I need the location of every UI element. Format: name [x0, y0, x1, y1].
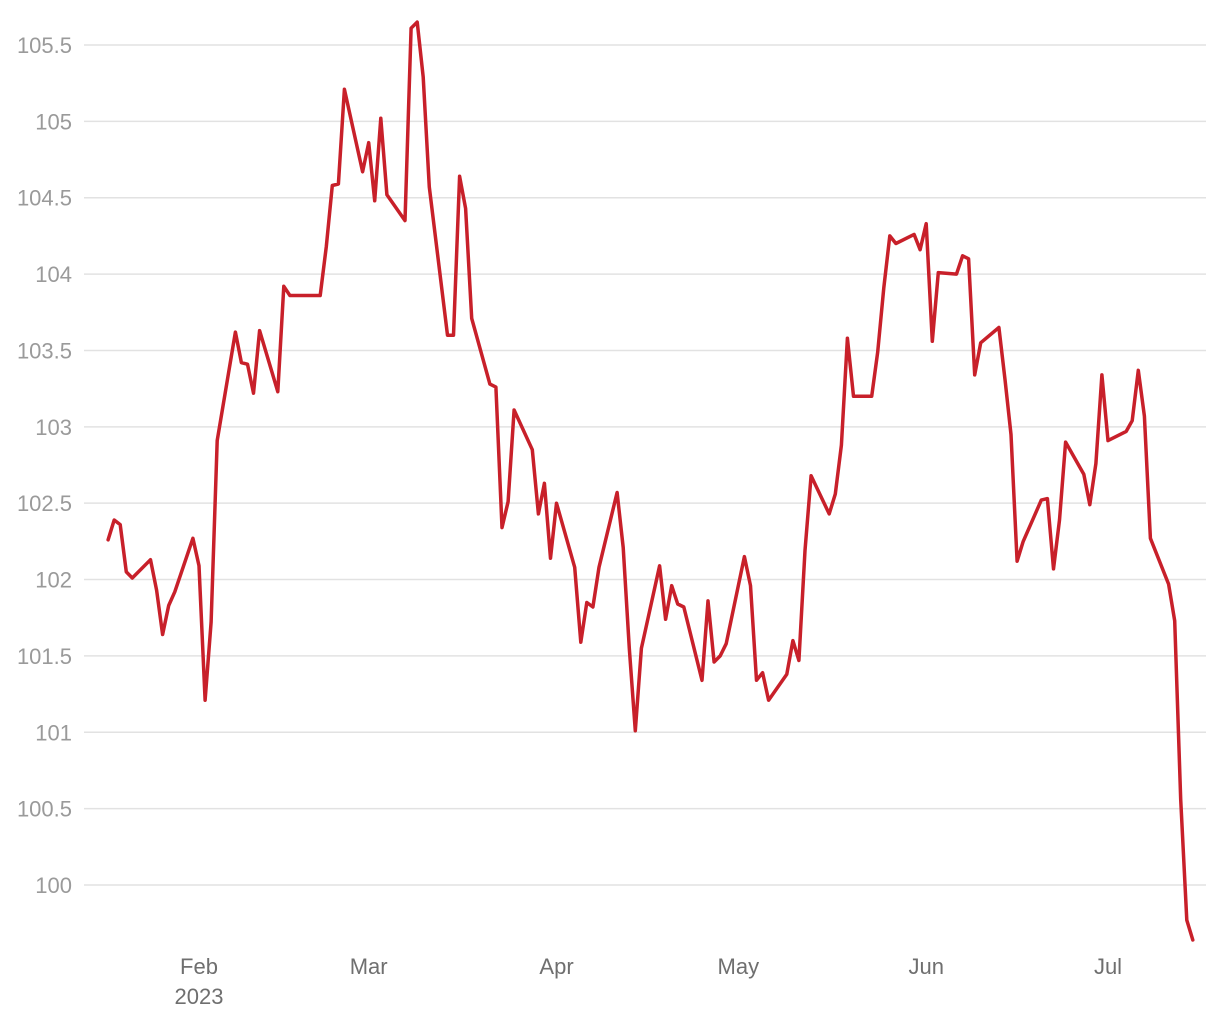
x-tick-label: Feb — [180, 954, 218, 979]
y-tick-label: 102 — [35, 568, 72, 593]
gridlines — [84, 44, 1206, 886]
y-tick-label: 103 — [35, 415, 72, 440]
x-tick-label: Apr — [539, 954, 573, 979]
y-tick-label: 104.5 — [17, 186, 72, 211]
series-layer — [106, 20, 1195, 942]
y-axis-tick-labels: 100 100.5 101 101.5 102 102.5 103 103.5 104 104.5… — [17, 33, 72, 898]
y-tick-label: 105 — [35, 109, 72, 134]
y-tick-label: 102.5 — [17, 491, 72, 516]
y-tick-label: 100.5 — [17, 797, 72, 822]
x-tick-label: Mar — [350, 954, 388, 979]
x-axis-tick-labels: Feb 2023 Mar Apr May Jun Jul — [175, 954, 1123, 1009]
y-tick-label: 101 — [35, 720, 72, 745]
y-tick-label: 101.5 — [17, 644, 72, 669]
x-tick-label: May — [718, 954, 760, 979]
y-tick-label: 100 — [35, 873, 72, 898]
y-tick-label: 104 — [35, 262, 72, 287]
y-tick-label: 103.5 — [17, 338, 72, 363]
x-tick-sublabel: 2023 — [175, 984, 224, 1009]
y-tick-label: 105.5 — [17, 33, 72, 58]
series-line-0 — [106, 20, 1195, 942]
x-tick-label: Jun — [908, 954, 943, 979]
x-tick-label: Jul — [1094, 954, 1122, 979]
